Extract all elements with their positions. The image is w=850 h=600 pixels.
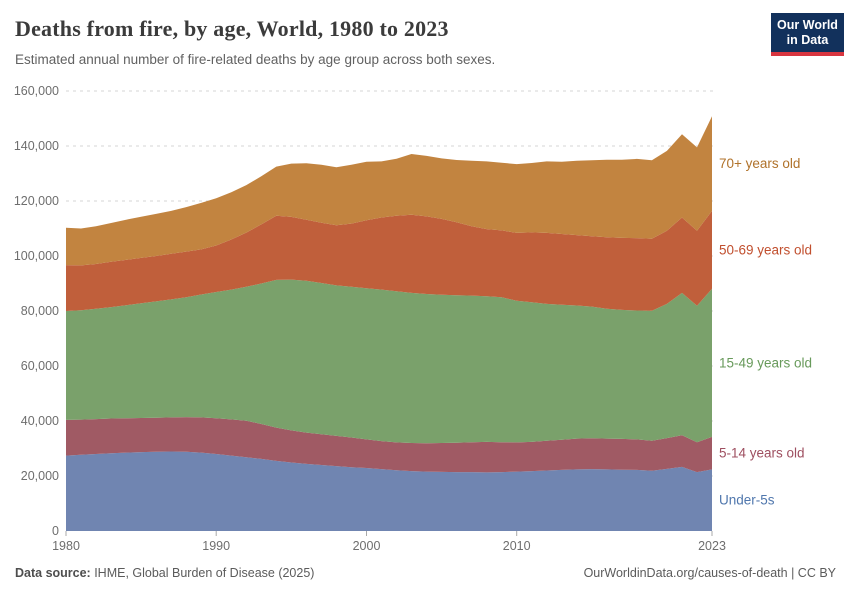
- chart-subtitle: Estimated annual number of fire-related …: [15, 52, 496, 67]
- x-tick-label: 2023: [698, 539, 726, 553]
- y-tick-label: 160,000: [14, 84, 59, 98]
- x-tick-label: 1980: [52, 539, 80, 553]
- data-source-label: Data source:: [15, 566, 91, 580]
- y-tick-label: 100,000: [14, 249, 59, 263]
- series-label-70-years-old[interactable]: 70+ years old: [719, 156, 800, 171]
- logo-line-2: in Data: [786, 32, 829, 47]
- data-source-value: IHME, Global Burden of Disease (2025): [90, 566, 315, 580]
- series-label-50-69-years-old[interactable]: 50-69 years old: [719, 242, 812, 257]
- y-tick-label: 140,000: [14, 139, 59, 153]
- x-tick-label: 1990: [202, 539, 230, 553]
- owid-logo[interactable]: Our World in Data: [771, 13, 844, 56]
- y-tick-label: 80,000: [21, 304, 59, 318]
- area-50-69-years-old[interactable]: [66, 210, 712, 311]
- y-tick-label: 20,000: [21, 469, 59, 483]
- area-15-49-years-old[interactable]: [66, 279, 712, 444]
- series-label-15-49-years-old[interactable]: 15-49 years old: [719, 355, 812, 370]
- logo-line-1: Our World: [777, 18, 838, 33]
- y-tick-label: 120,000: [14, 194, 59, 208]
- area-70-years-old[interactable]: [66, 116, 712, 266]
- y-tick-label: 60,000: [21, 359, 59, 373]
- area-5-14-years-old[interactable]: [66, 417, 712, 473]
- footer-credit-link[interactable]: OurWorldinData.org/causes-of-death | CC …: [583, 566, 836, 580]
- chart-footer: Data source: IHME, Global Burden of Dise…: [15, 566, 836, 580]
- series-label-under-5s[interactable]: Under-5s: [719, 493, 775, 508]
- x-tick-label: 2010: [503, 539, 531, 553]
- y-tick-label: 0: [52, 524, 59, 538]
- y-tick-label: 40,000: [21, 414, 59, 428]
- page-title: Deaths from fire, by age, World, 1980 to…: [15, 16, 449, 41]
- series-label-5-14-years-old[interactable]: 5-14 years old: [719, 446, 805, 461]
- x-tick-label: 2000: [353, 539, 381, 553]
- data-source: Data source: IHME, Global Burden of Dise…: [15, 566, 314, 580]
- area-under-5s[interactable]: [66, 451, 712, 532]
